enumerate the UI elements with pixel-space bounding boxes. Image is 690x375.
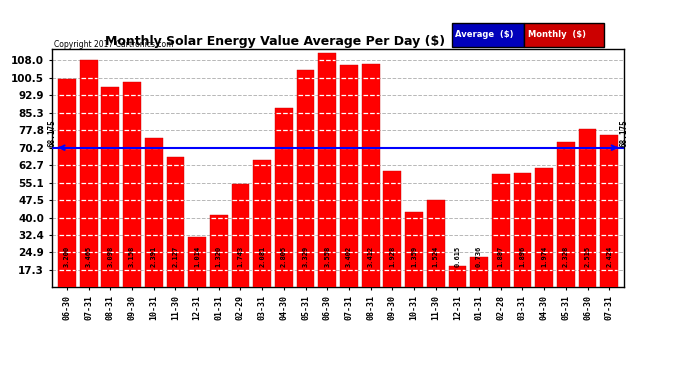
Text: 1.743: 1.743 (237, 246, 244, 267)
Text: Monthly  ($): Monthly ($) (528, 30, 586, 39)
Text: Copyright 2017 Cartronics.com: Copyright 2017 Cartronics.com (54, 40, 173, 49)
Bar (318, 53, 336, 310)
Text: 3.402: 3.402 (346, 246, 352, 267)
Bar (470, 257, 488, 310)
Text: 68.175: 68.175 (620, 119, 629, 147)
Text: 3.329: 3.329 (302, 246, 308, 267)
Text: 0.615: 0.615 (455, 246, 460, 267)
Text: 1.320: 1.320 (216, 246, 221, 267)
Bar (253, 160, 271, 310)
Bar (405, 212, 423, 310)
Text: 2.424: 2.424 (607, 246, 612, 267)
Bar (188, 237, 206, 310)
Bar (297, 70, 315, 310)
Text: 1.887: 1.887 (497, 246, 504, 267)
Bar (427, 200, 444, 310)
Text: 1.359: 1.359 (411, 246, 417, 267)
Bar (210, 215, 228, 310)
Bar (232, 184, 249, 310)
Bar (275, 108, 293, 310)
Bar (58, 79, 76, 310)
Bar (513, 173, 531, 310)
Text: 3.158: 3.158 (129, 246, 135, 267)
Bar (166, 157, 184, 310)
Text: 3.412: 3.412 (368, 246, 374, 267)
Text: 3.465: 3.465 (86, 246, 92, 267)
Text: 2.081: 2.081 (259, 246, 265, 267)
Text: 1.974: 1.974 (541, 246, 547, 267)
Text: 2.328: 2.328 (563, 246, 569, 267)
Text: 1.896: 1.896 (520, 246, 526, 267)
Text: 3.098: 3.098 (108, 246, 113, 267)
Bar (448, 266, 466, 310)
Text: 3.558: 3.558 (324, 246, 331, 267)
Text: 2.391: 2.391 (150, 246, 157, 267)
Text: 2.127: 2.127 (172, 246, 179, 267)
Bar (492, 174, 510, 310)
Text: 1.928: 1.928 (389, 246, 395, 267)
Bar (535, 168, 553, 310)
Text: 1.524: 1.524 (433, 246, 439, 267)
Text: 1.014: 1.014 (194, 246, 200, 267)
Bar (384, 171, 401, 310)
Text: 68.175: 68.175 (47, 119, 57, 147)
Text: 2.515: 2.515 (584, 246, 591, 267)
Text: 3.200: 3.200 (64, 246, 70, 267)
Bar (123, 82, 141, 310)
Bar (80, 60, 97, 310)
Bar (340, 64, 358, 310)
Bar (101, 87, 119, 310)
Bar (145, 138, 163, 310)
Text: 0.736: 0.736 (476, 246, 482, 267)
Bar (557, 142, 575, 310)
Bar (579, 129, 596, 310)
Bar (600, 135, 618, 310)
Title: Monthly Solar Energy Value Average Per Day ($)  Sat Aug 5  20:05: Monthly Solar Energy Value Average Per D… (105, 34, 571, 48)
Text: 2.805: 2.805 (281, 246, 287, 267)
Text: Average  ($): Average ($) (455, 30, 514, 39)
Bar (362, 64, 380, 310)
